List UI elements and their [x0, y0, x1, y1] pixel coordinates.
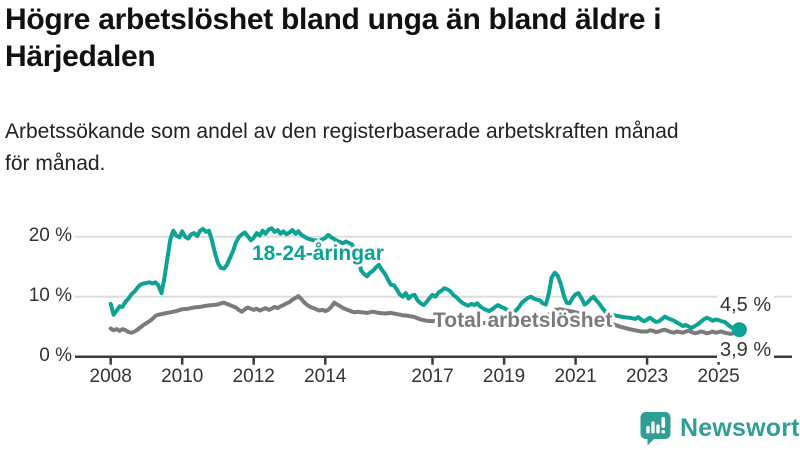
page-title: Högre arbetslöshet bland unga än bland ä…: [5, 3, 662, 73]
newsworthy-bubble-icon: [640, 412, 671, 446]
page-subtitle: Arbetssökande som andel av den registerb…: [5, 120, 679, 175]
brand-name: Newsworthy: [680, 414, 800, 442]
series-label-young: 18-24-åringar: [252, 242, 384, 265]
x-tick-label: 2012: [232, 366, 275, 387]
x-tick-label: 2008: [89, 366, 132, 387]
series-label-total: Total arbetslöshet: [433, 309, 613, 332]
newsworthy-logo: Newsworthy: [640, 411, 800, 446]
x-tick-label: 2017: [411, 366, 454, 387]
x-tick-label: 2023: [625, 366, 669, 387]
x-tick-label: 2010: [161, 366, 204, 387]
y-tick-label: 0 %: [39, 344, 72, 366]
x-tick-label: 2014: [304, 366, 347, 387]
end-value-total: 3,9 %: [717, 339, 775, 362]
end-value-young: 4,5 %: [717, 294, 775, 317]
x-tick-label: 2021: [554, 366, 597, 387]
y-tick-label: 20 %: [28, 224, 72, 246]
x-tick-label: 2025: [697, 366, 740, 387]
y-tick-label: 10 %: [28, 284, 72, 306]
x-tick-label: 2019: [482, 366, 526, 387]
